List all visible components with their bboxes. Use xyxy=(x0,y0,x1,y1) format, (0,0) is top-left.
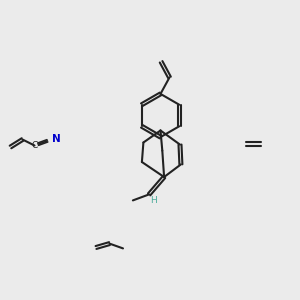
Text: C: C xyxy=(32,141,38,150)
Text: N: N xyxy=(52,134,61,144)
Text: H: H xyxy=(150,196,157,205)
